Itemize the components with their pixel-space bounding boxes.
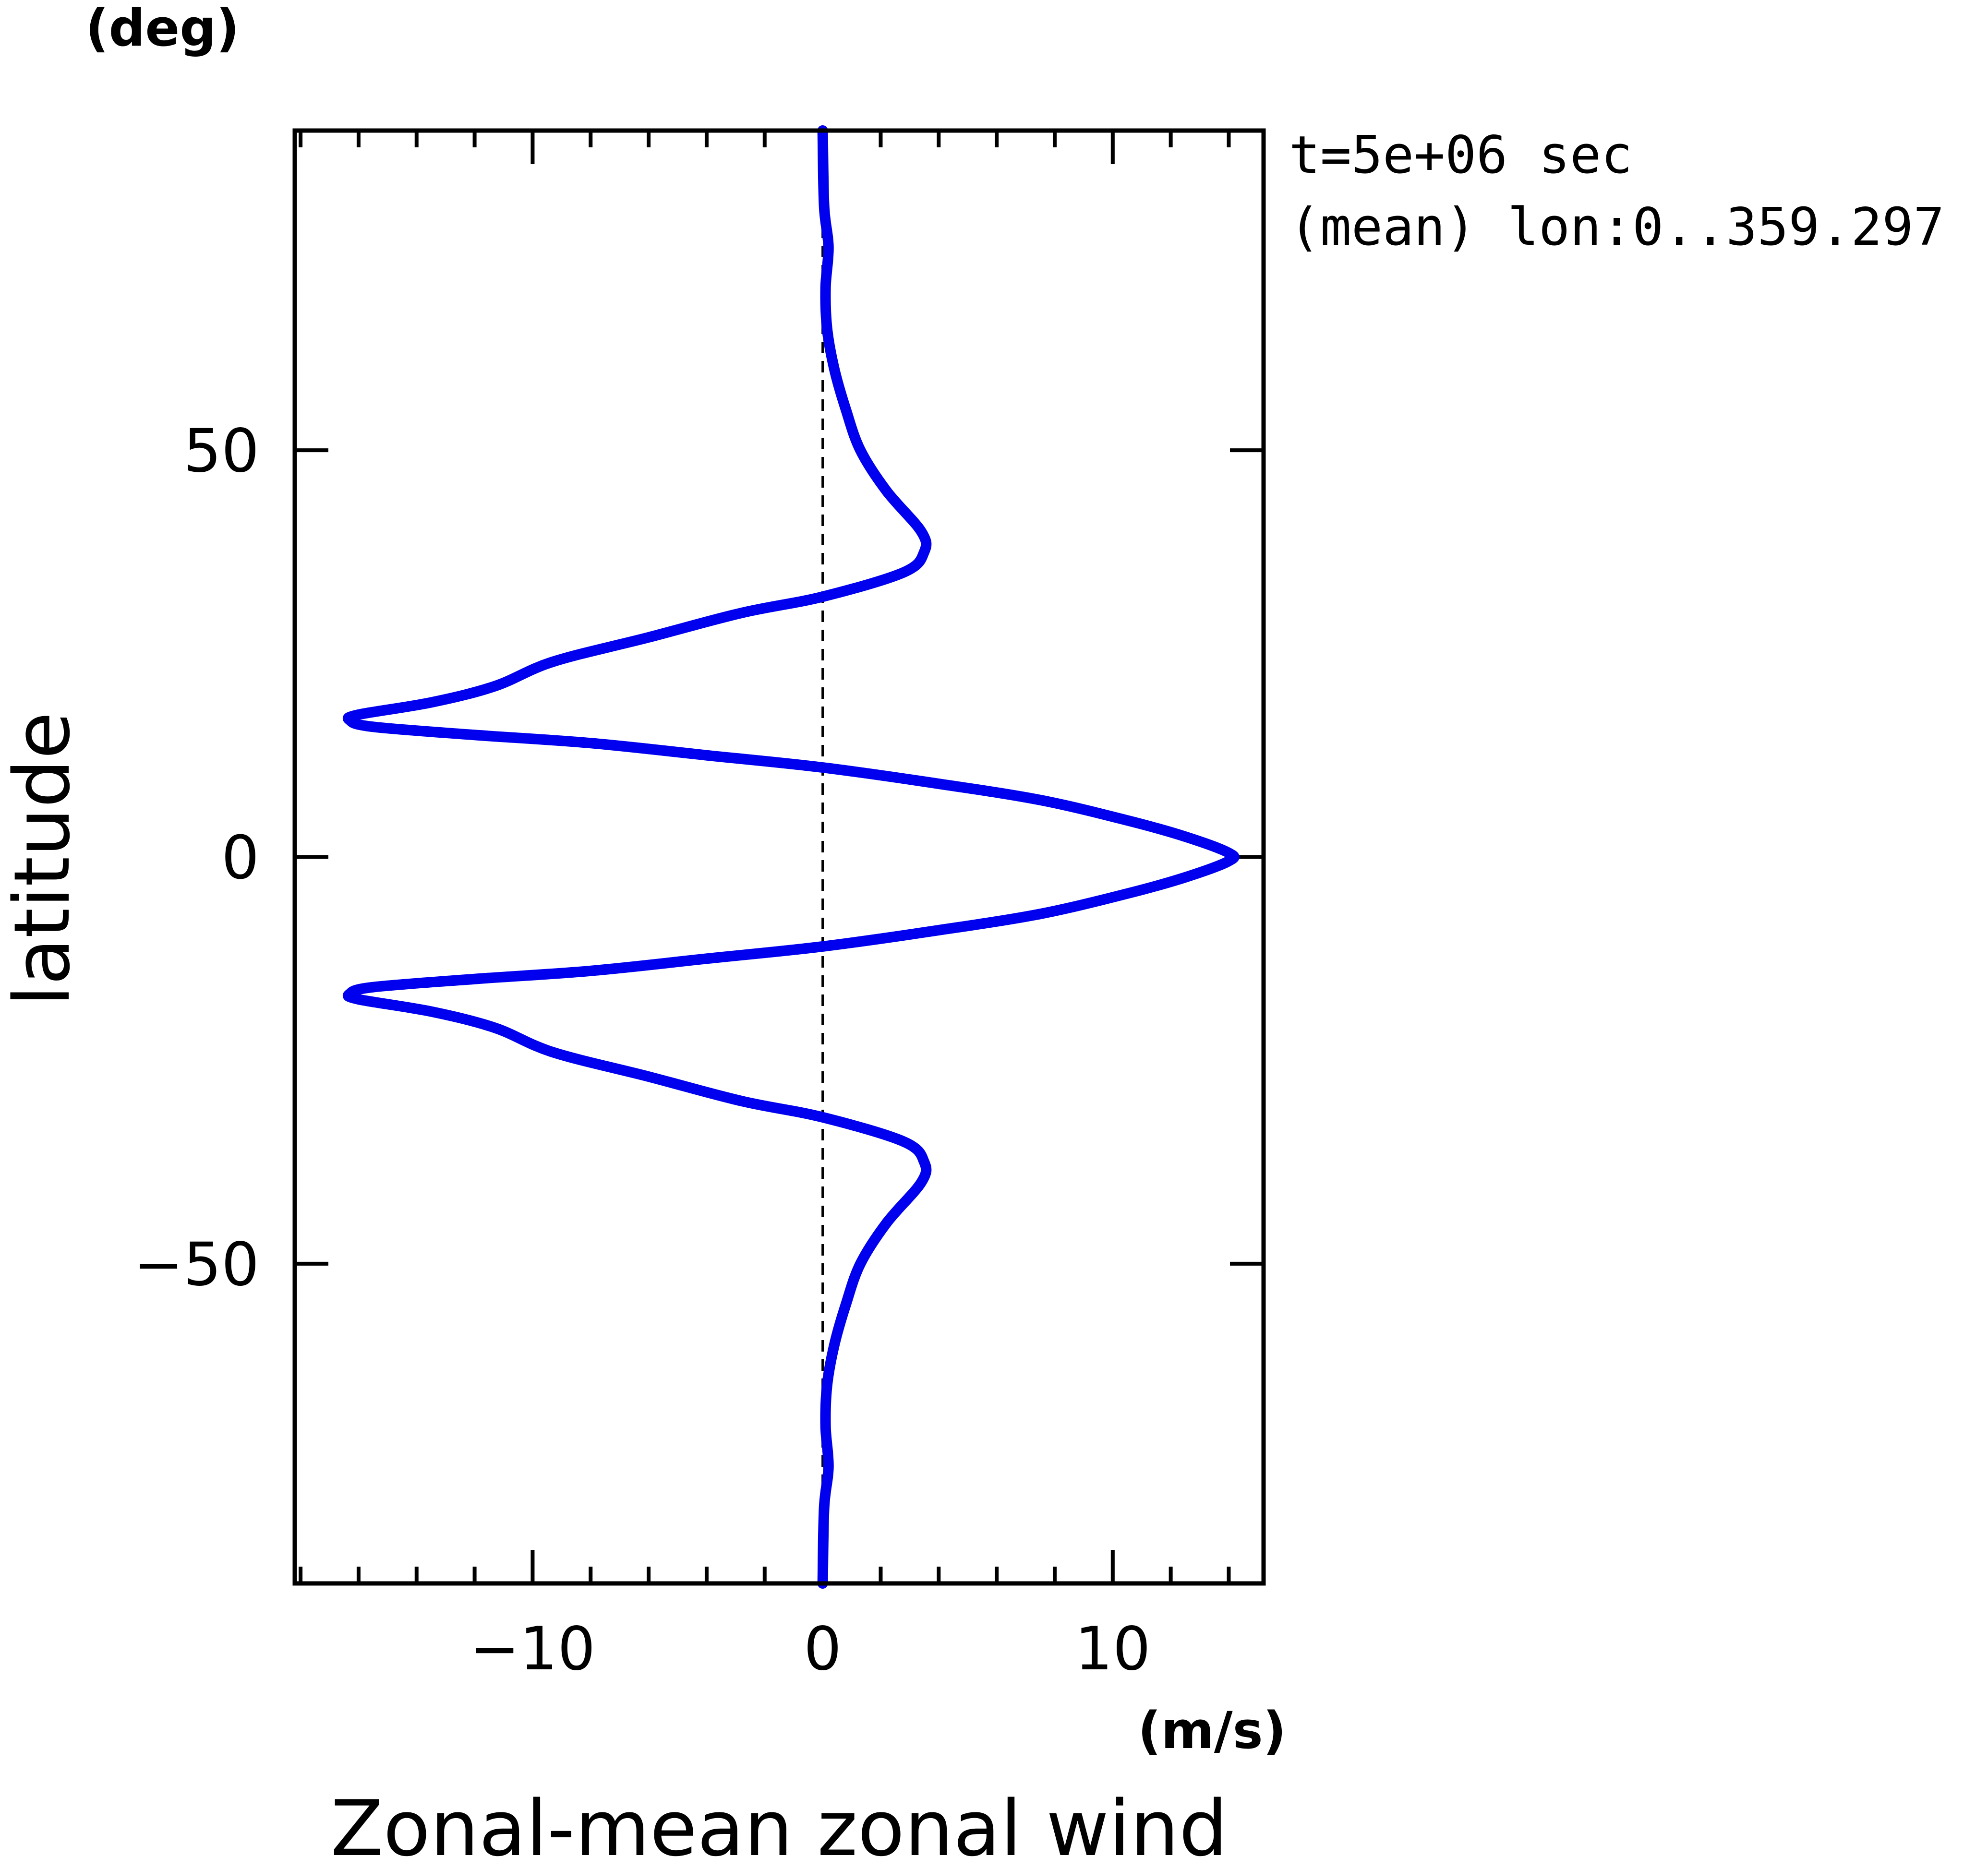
x-axis-unit: (m/s)	[1138, 1701, 1286, 1760]
x-tick-label: 10	[1075, 1615, 1151, 1684]
x-tick-label: 0	[804, 1615, 842, 1684]
y-axis-label: latitude	[0, 712, 87, 1006]
plot-frame	[292, 128, 1266, 1586]
series-line-zonal-wind	[342, 125, 1240, 1589]
x-tick-label: −10	[470, 1615, 596, 1684]
axis-ticks	[295, 131, 1264, 1583]
y-tick-label: 50	[183, 417, 259, 486]
x-axis-label: Zonal-mean zonal wind	[331, 1784, 1228, 1869]
y-tick-label: −50	[133, 1230, 259, 1299]
annotation-mean-lon: (mean) lon:0..359.297	[1289, 197, 1944, 257]
tick-labels: −10 0 10 −50 0 50	[133, 417, 1150, 1684]
annotation-time: t=5e+06 sec	[1289, 125, 1632, 185]
y-axis-unit: (deg)	[85, 0, 240, 58]
y-tick-label: 0	[221, 824, 259, 893]
